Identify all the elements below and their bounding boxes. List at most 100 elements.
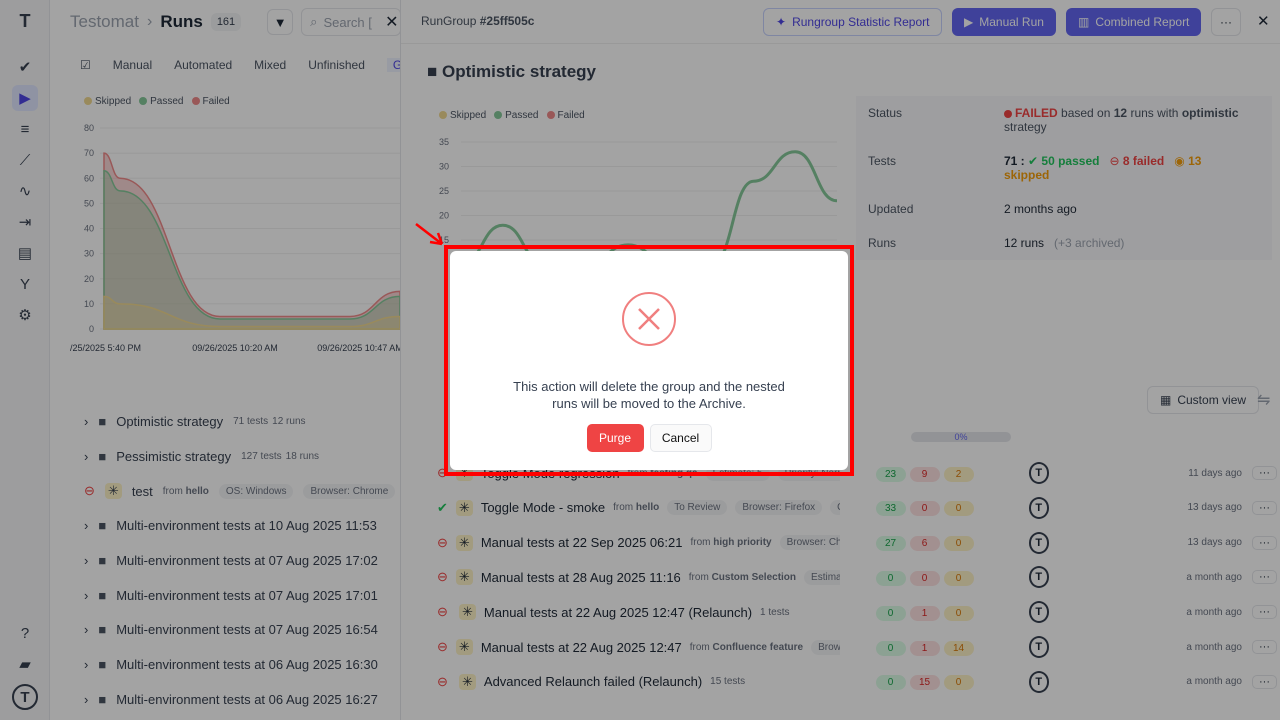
combined-report-button[interactable]: ▥ Combined Report [1066,8,1202,36]
table-icon: ▦ [1160,393,1172,407]
run-item[interactable]: ⊖ ✳ Manual tests at 22 Aug 2025 12:47 from … [437,636,1277,658]
rungroup-item[interactable]: › ■ Multi-environment tests at 10 Aug 2025… [84,518,377,533]
rungroup-item[interactable]: › ■ Multi-environment tests at 07 Aug 2025… [84,622,378,637]
testomat-user-avatar: T [1028,636,1050,658]
skipped-count: 0 [943,570,974,586]
skipped-count: 2 [943,466,974,482]
chevron-right-icon[interactable]: › [84,518,89,534]
run-title: Manual tests at 22 Aug 2025 12:47 (Relau… [483,604,753,620]
breadcrumb: Testomat › Runs 161 ▼ ⌕ Search [ ✕ [70,8,400,36]
folder-icon: ■ [98,448,107,464]
run-more-button[interactable]: ··· [1252,570,1277,585]
rungroup-item[interactable]: › ■ Multi-environment tests at 06 Aug 2025… [84,657,378,672]
bar-chart-icon: ▥ [1078,15,1090,29]
progress-bar: 0% [911,432,1011,442]
play-icon: ▶ [964,15,974,29]
legend-passed[interactable]: Passed [139,96,184,107]
tab-automated[interactable]: Automated [174,58,233,72]
run-more-button[interactable]: ··· [1252,466,1277,480]
rungroup-title: Multi-environment tests at 10 Aug 2025 1… [116,518,377,534]
run-item[interactable]: ⊖ ✳ Manual tests at 22 Aug 2025 12:47 (Rel… [437,601,1277,624]
annotation-highlight [444,245,854,476]
run-item[interactable]: ⊖ ✳ Manual tests at 22 Sep 2025 06:21 from … [437,531,1277,554]
folder-icon: ■ [98,587,107,603]
search-input[interactable]: ⌕ Search [ [301,8,400,36]
purge-button[interactable]: Purge [586,424,644,452]
run-time: a month ago [1186,676,1242,688]
legend-failed[interactable]: Failed [546,110,585,121]
run-more-button[interactable]: ··· [1252,640,1277,654]
status-value: FAILED based on 12 runs with optimistic … [1004,106,1239,134]
projects-icon[interactable]: ▰ [19,656,31,673]
runs-icon[interactable]: ▶ [12,85,38,111]
rungroup-item[interactable]: › ■ Multi-environment tests at 07 Aug 2025… [84,553,378,568]
branches-icon[interactable]: Y [19,275,30,293]
select-all-icon[interactable]: ☑ [80,58,91,72]
run-item[interactable]: ✔ ✳ Toggle Mode - smoke from hello To Review… [437,496,1277,519]
y-tick-label: 20 [439,211,449,221]
run-time: 11 days ago [1188,467,1242,479]
manual-run-button[interactable]: ▶ Manual Run [952,8,1056,36]
rungroup-statistic-report-button[interactable]: ✦ Rungroup Statistic Report [763,8,943,36]
logo-icon[interactable]: T [19,10,31,31]
rungroup-title: Pessimistic strategy [116,448,232,464]
breadcrumb-project[interactable]: Testomat [70,12,139,31]
close-drawer-icon[interactable]: ✕ [1257,13,1270,30]
settings-icon[interactable]: ⚙ [18,307,32,324]
tab-groups[interactable]: G [386,58,400,72]
run-more-button[interactable]: ··· [1252,674,1277,689]
legend-skipped[interactable]: Skipped [84,96,131,107]
custom-view-button[interactable]: ▦ Custom view [1147,386,1260,414]
legend-skipped[interactable]: Skipped [439,110,486,121]
skipped-count: 0 [943,536,974,552]
tab-mixed[interactable]: Mixed [254,58,287,72]
chevron-right-icon[interactable]: › [84,691,89,707]
run-more-button[interactable]: ··· [1252,605,1277,620]
rungroup-item[interactable]: › ■ Multi-environment tests at 06 Aug 2025… [84,692,378,707]
skipped-count: 14 [943,640,974,656]
rungroup-item[interactable]: › ■ Pessimistic strategy 127 tests 18 runs [84,449,319,464]
tab-unfinished[interactable]: Unfinished [308,58,365,72]
steps-icon[interactable]: ⟋ [19,151,31,169]
run-item[interactable]: ⊖ ✳ Advanced Relaunch failed (Relaunch) 15 … [437,670,1277,693]
series-area-skipped [103,295,400,330]
folder-icon: ■ [98,518,107,534]
chevron-right-icon[interactable]: › [84,448,89,464]
run-more-button[interactable]: ··· [1252,500,1277,515]
account-icon[interactable]: T [12,684,38,710]
tab-manual[interactable]: Manual [112,58,153,72]
y-tick-label: 50 [84,198,94,208]
more-options-button[interactable]: ··· [1211,8,1241,36]
plans-icon[interactable]: ≡ [20,120,30,138]
settings-sliders-icon[interactable]: ⇋ [1257,392,1271,409]
run-more-button[interactable]: ··· [1252,535,1277,550]
chevron-right-icon[interactable]: › [84,552,89,568]
run-title: Manual tests at 28 Aug 2025 11:16 [480,569,681,585]
filter-button[interactable]: ▼ [267,9,294,35]
chevron-right-icon[interactable]: › [84,414,89,429]
run-item[interactable]: ⊖ ✳ test from hello OS: Windows Browser: Chro… [84,483,396,500]
rungroup-title: Multi-environment tests at 07 Aug 2025 1… [116,622,378,638]
testomat-user-avatar: T [1028,496,1050,519]
close-search-icon[interactable]: ✕ [385,14,399,31]
help-icon[interactable]: ? [20,624,30,642]
pulse-icon[interactable]: ∿ [18,183,32,200]
passed-count: 23 [875,466,906,482]
chevron-right-icon[interactable]: › [84,622,89,638]
chevron-right-icon[interactable]: › [84,656,89,672]
cancel-button[interactable]: Cancel [649,424,712,452]
rungroup-item[interactable]: › ■ Multi-environment tests at 07 Aug 2025… [84,588,378,603]
drawer-chart-legend: Skipped Passed Failed [439,110,585,121]
manual-run-icon: ✳ [455,534,473,551]
run-item[interactable]: ⊖ ✳ Manual tests at 28 Aug 2025 11:16 from … [437,566,1277,589]
import-icon[interactable]: ⇥ [18,214,32,231]
chevron-right-icon[interactable]: › [84,587,89,603]
rungroup-item[interactable]: › ■ Optimistic strategy 71 tests 12 runs [84,414,306,429]
check-icon[interactable]: ✔ [18,59,32,76]
legend-failed[interactable]: Failed [191,96,230,107]
legend-passed[interactable]: Passed [494,110,539,121]
analytics-icon[interactable]: ▤ [17,245,33,262]
y-tick-label: 60 [84,173,94,183]
manual-run-icon: ✳ [459,673,476,690]
annotation-arrow-icon [415,223,444,246]
